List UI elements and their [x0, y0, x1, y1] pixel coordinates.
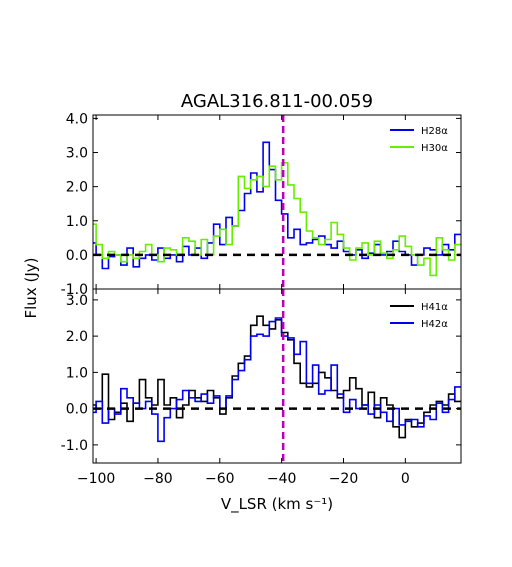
legend-label: H28α [421, 126, 448, 137]
y-tick-label: 0.0 [66, 402, 88, 418]
x-tick-label: −100 [77, 471, 115, 487]
series-line-H41α [93, 315, 461, 439]
y-tick-label: 2.0 [66, 180, 88, 196]
legend-label: H41α [421, 302, 448, 313]
y-tick-label: 4.0 [66, 111, 88, 127]
y-tick-label: 0.0 [66, 248, 88, 264]
x-tick-label: −40 [267, 471, 297, 487]
series-line-H42α [93, 317, 461, 443]
legend-label: H30α [421, 143, 448, 154]
plot-frame [92, 288, 462, 464]
y-tick-label: -1.0 [61, 282, 88, 298]
plot-frame [92, 114, 462, 290]
y-tick-label: 2.0 [66, 329, 88, 345]
x-tick-label: −20 [329, 471, 359, 487]
x-tick-label: −80 [143, 471, 173, 487]
y-tick-label: 3.0 [66, 293, 88, 309]
x-tick-label: −60 [205, 471, 235, 487]
legend-label: H42α [421, 319, 448, 330]
y-tick-label: 1.0 [66, 365, 88, 381]
y-tick-label: 3.0 [66, 146, 88, 162]
series-line-H30α [93, 162, 461, 277]
bottom-panel: 3.0 2.0 1.0 0.0 -1.0 −100 −80 −60 −40 −20 0 H41α H42… [61, 288, 462, 487]
chart-title: AGAL316.811-00.059 [181, 91, 373, 112]
x-tick-label: 0 [401, 471, 410, 487]
y-tick-label: -1.0 [61, 438, 88, 454]
x-axis-label: V_LSR (km s⁻¹) [221, 495, 333, 514]
y-tick-label: 1.0 [66, 214, 88, 230]
y-axis-label: Flux (Jy) [22, 258, 40, 319]
top-panel: 4.0 3.0 2.0 1.0 0.0 -1.0 H28α H30α [61, 111, 462, 298]
